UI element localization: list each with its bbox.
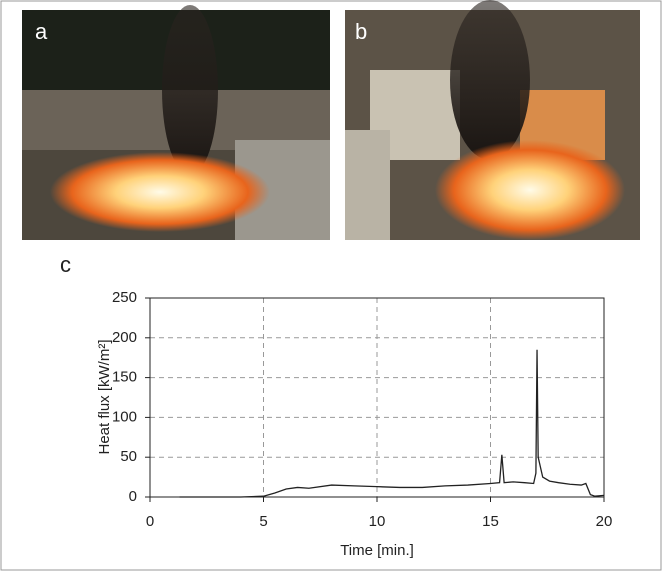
y-tick-label: 50: [120, 448, 137, 465]
x-tick-label: 10: [369, 513, 386, 530]
panel-label: a: [35, 19, 48, 44]
plot-frame: [149, 297, 605, 498]
y-tick-label: 0: [129, 488, 137, 505]
panel-label: b: [355, 19, 367, 44]
x-tick-label: 15: [482, 513, 499, 530]
photo-a: [22, 5, 330, 240]
y-tick-label: 250: [112, 289, 137, 306]
y-tick-label: 150: [112, 369, 137, 386]
x-tick-label: 5: [259, 513, 267, 530]
x-tick-label: 20: [596, 513, 613, 530]
y-tick-label: 200: [112, 329, 137, 346]
y-tick-label: 100: [112, 408, 137, 425]
photo-b: [345, 0, 640, 240]
x-tick-label: 0: [146, 513, 154, 530]
y-axis-label: Heat flux [kW/m²]: [96, 339, 113, 454]
panel-label: c: [60, 252, 71, 277]
data-line: [179, 349, 605, 498]
x-axis-label: Time [min.]: [340, 542, 414, 559]
